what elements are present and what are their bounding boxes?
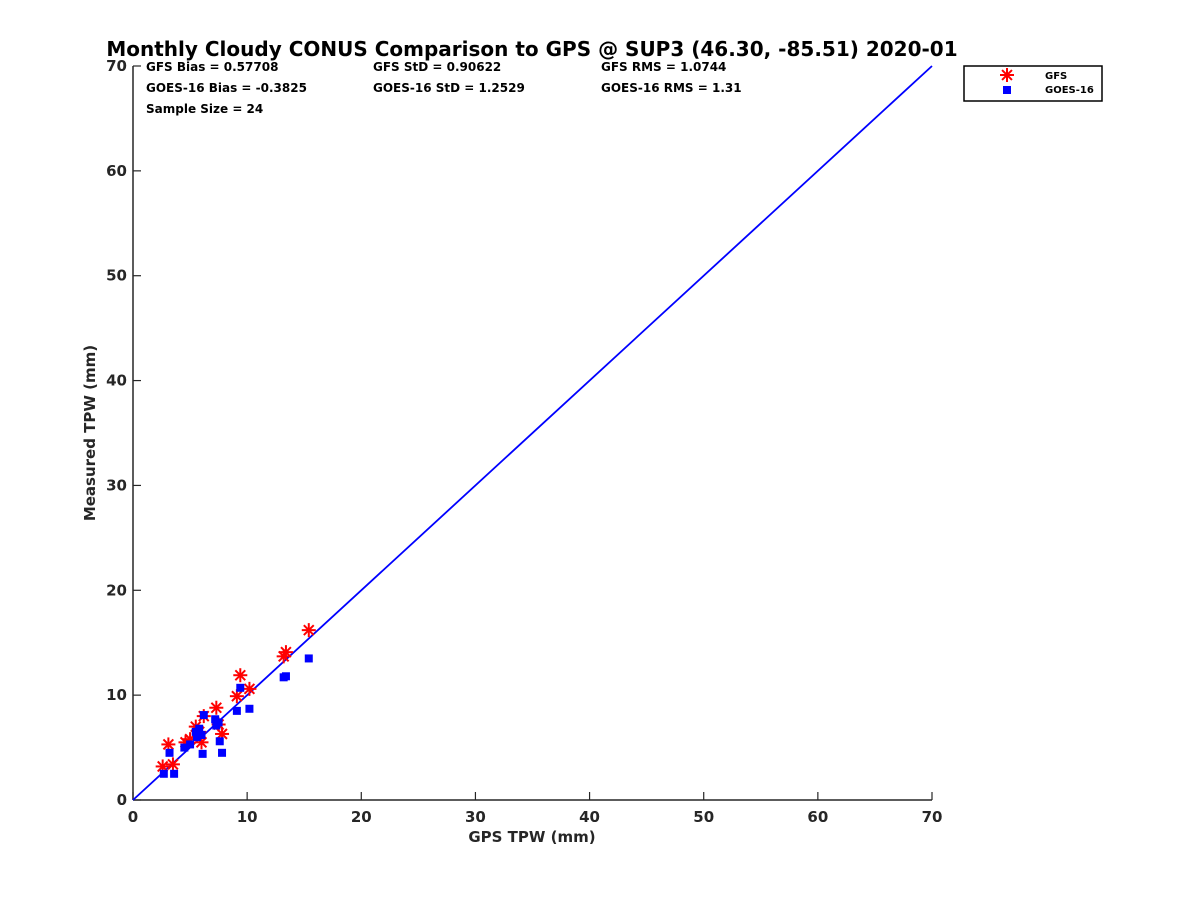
chart-title: Monthly Cloudy CONUS Comparison to GPS @…: [106, 37, 957, 61]
y-tick-label: 50: [106, 267, 127, 285]
x-tick-label: 0: [128, 808, 138, 826]
y-tick-label: 70: [106, 57, 127, 75]
goes-bias: GOES-16 Bias = -0.3825: [146, 81, 307, 95]
gfs-point: [233, 668, 248, 683]
axes: 0 10 20 30 40 50 60 70 0 10 20 30 40 50 60 70: [106, 57, 942, 826]
goes16-point: [197, 730, 206, 739]
goes16-point: [214, 718, 223, 727]
goes16-point: [304, 654, 313, 663]
sample-size: Sample Size = 24: [146, 102, 263, 116]
stats-block: GFS Bias = 0.57708 GFS StD = 0.90622 GFS…: [146, 60, 742, 116]
series-gfs: [155, 623, 316, 774]
reference-line-group: [132, 65, 933, 801]
y-tick-label: 10: [106, 686, 127, 704]
goes16-point: [195, 724, 204, 733]
gfs-point: [165, 757, 180, 772]
data-points: [155, 623, 316, 778]
gfs-point: [161, 737, 176, 752]
x-tick-label: 40: [579, 808, 600, 826]
x-tick-label: 70: [922, 808, 943, 826]
gfs-rms: GFS RMS = 1.0744: [601, 60, 726, 74]
x-tick-label: 60: [807, 808, 828, 826]
x-tick-label: 10: [237, 808, 258, 826]
y-tick-label: 30: [106, 476, 127, 494]
goes16-point: [170, 769, 179, 778]
gfs-point: [242, 681, 257, 696]
goes16-point: [192, 733, 201, 742]
gfs-point: [278, 645, 293, 660]
legend-goes-label: GOES-16: [1045, 85, 1094, 96]
goes16-point: [232, 706, 241, 715]
gfs-bias: GFS Bias = 0.57708: [146, 60, 278, 74]
y-tick-label: 20: [106, 581, 127, 599]
legend: GFS GOES-16: [963, 65, 1103, 102]
goes16-point: [198, 749, 207, 758]
gfs-point: [209, 700, 224, 715]
goes16-point: [245, 704, 254, 713]
y-tick-label: 0: [117, 791, 127, 809]
series-goes16: [159, 654, 313, 778]
goes16-point: [186, 740, 195, 749]
goes16-point: [218, 748, 227, 757]
goes-std: GOES-16 StD = 1.2529: [373, 81, 525, 95]
x-tick-label: 20: [351, 808, 372, 826]
x-tick-label: 50: [693, 808, 714, 826]
legend-goes-marker: [1003, 86, 1011, 94]
goes16-point: [236, 683, 245, 692]
gfs-std: GFS StD = 0.90622: [373, 60, 501, 74]
goes16-point: [215, 737, 224, 746]
goes16-legend-symbol: [1003, 86, 1011, 94]
goes16-point: [180, 743, 189, 752]
y-tick-label: 40: [106, 372, 127, 390]
one-to-one-line: [132, 65, 933, 801]
goes16-point: [159, 769, 168, 778]
legend-gfs-marker: [1000, 68, 1014, 82]
x-tick-label: 30: [465, 808, 486, 826]
legend-gfs-label: GFS: [1045, 71, 1067, 82]
y-tick-label: 60: [106, 162, 127, 180]
y-axis-label: Measured TPW (mm): [81, 345, 99, 521]
goes16-point: [281, 672, 290, 681]
gfs-point: [301, 623, 316, 638]
goes-rms: GOES-16 RMS = 1.31: [601, 81, 742, 95]
legend-box: [963, 65, 1103, 102]
goes16-point: [165, 748, 174, 757]
gfs-legend-symbol: [1000, 68, 1014, 82]
goes16-point: [199, 711, 208, 720]
x-axis-label: GPS TPW (mm): [468, 828, 595, 846]
